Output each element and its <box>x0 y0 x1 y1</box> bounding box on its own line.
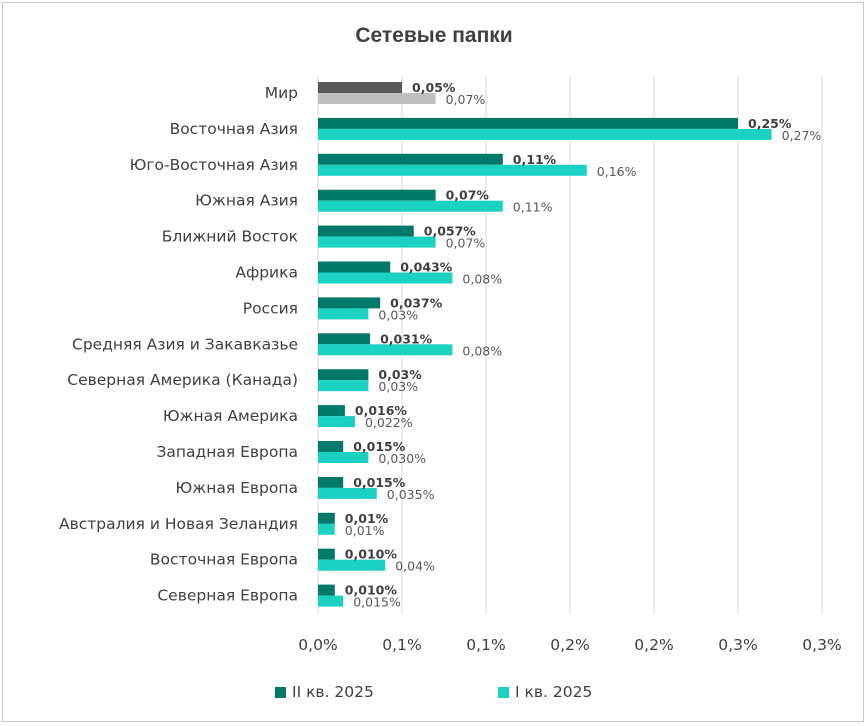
bar-q2 <box>318 476 344 488</box>
x-tick-label: 0,2% <box>634 636 673 654</box>
x-tick-label: 0,1% <box>382 636 421 654</box>
bar-q2 <box>318 117 738 129</box>
data-label-q2: 0,043% <box>400 260 453 275</box>
bar-q2 <box>318 405 345 417</box>
category-label: Восточная Азия <box>170 120 298 138</box>
bar-q2 <box>318 584 335 596</box>
data-label-q1: 0,11% <box>513 200 553 215</box>
category-label: Северная Америка (Канада) <box>67 371 298 389</box>
bar-q2 <box>318 441 344 452</box>
bar-q2 <box>318 548 335 560</box>
x-tick-label: 0,3% <box>802 636 841 654</box>
bar-q1 <box>318 93 436 104</box>
data-label-q1: 0,035% <box>387 487 435 502</box>
data-label-q1: 0,07% <box>446 92 486 107</box>
bar-q2 <box>318 297 381 309</box>
data-label-q2: 0,015% <box>353 439 406 454</box>
data-label-q1: 0,03% <box>378 307 418 322</box>
bar-q2 <box>318 153 503 165</box>
data-label-q2: 0,25% <box>748 116 792 131</box>
bar-q2 <box>318 512 335 524</box>
category-label: Австралия и Новая Зеландия <box>59 515 298 533</box>
data-label-q1: 0,08% <box>462 343 502 358</box>
category-label: Южная Азия <box>195 192 298 210</box>
bar-q2 <box>318 189 436 201</box>
category-label: Южная Америка <box>163 407 298 425</box>
data-label-q2: 0,01% <box>345 511 389 526</box>
data-label-q1: 0,022% <box>365 415 413 430</box>
bar-q1 <box>318 344 453 356</box>
legend-label-q2: II кв. 2025 <box>292 683 374 701</box>
legend-item-q1: I кв. 2025 <box>498 683 592 701</box>
bar-q1 <box>318 272 453 284</box>
legend-swatch-q2 <box>275 686 286 698</box>
x-tick-label: 0,2% <box>550 636 589 654</box>
legend-swatch-q1 <box>498 686 509 698</box>
bar-q2 <box>318 333 371 345</box>
data-label-q1: 0,01% <box>345 523 385 538</box>
bar-q1 <box>318 308 369 320</box>
category-label: Африка <box>235 264 298 282</box>
data-label-q1: 0,16% <box>597 164 637 179</box>
bar-q2 <box>318 369 369 381</box>
bar-q1 <box>318 236 436 248</box>
data-label-q2: 0,05% <box>412 80 456 95</box>
category-label: Северная Европа <box>157 587 298 605</box>
category-label: Мир <box>265 84 298 102</box>
bar-q1 <box>318 416 355 428</box>
data-label-q1: 0,08% <box>462 272 502 287</box>
data-label-q2: 0,031% <box>380 331 433 346</box>
bar-q1 <box>318 128 772 140</box>
data-label-q2: 0,037% <box>390 295 443 310</box>
category-label: Восточная Европа <box>150 551 298 569</box>
category-label: Ближний Восток <box>162 228 298 246</box>
data-label-q2: 0,03% <box>378 367 422 382</box>
data-label-q1: 0,015% <box>353 595 401 610</box>
data-label-q1: 0,04% <box>395 559 435 574</box>
data-label-q2: 0,057% <box>424 224 477 239</box>
data-label-q2: 0,010% <box>345 547 398 562</box>
legend-label-q1: I кв. 2025 <box>515 683 593 701</box>
bar-q2 <box>318 82 402 93</box>
category-label: Юго-Восточная Азия <box>130 156 298 174</box>
data-label-q2: 0,07% <box>446 188 490 203</box>
data-label-q2: 0,11% <box>513 152 557 167</box>
legend-item-q2: II кв. 2025 <box>275 683 374 701</box>
data-label-q2: 0,010% <box>345 583 398 598</box>
chart-title: Сетевые папки <box>355 24 513 47</box>
bar-q1 <box>318 380 369 392</box>
bar-q1 <box>318 200 503 212</box>
x-tick-label: 0,1% <box>466 636 505 654</box>
bar-q1 <box>318 595 344 607</box>
category-label: Средняя Азия и Закавказье <box>72 335 298 353</box>
data-label-q1: 0,07% <box>446 236 486 251</box>
bar-q1 <box>318 164 587 176</box>
bar-q1 <box>318 487 377 499</box>
data-label-q1: 0,03% <box>378 379 418 394</box>
bar-q1 <box>318 523 335 535</box>
category-label: Россия <box>243 299 298 317</box>
data-label-q1: 0,030% <box>378 451 426 466</box>
bar-q2 <box>318 225 414 237</box>
data-label-q2: 0,016% <box>355 403 408 418</box>
x-tick-label: 0,3% <box>718 636 757 654</box>
data-label-q1: 0,27% <box>782 128 822 143</box>
legend: II кв. 2025 I кв. 2025 <box>0 683 868 707</box>
x-tick-label: 0,0% <box>298 636 337 654</box>
category-label: Западная Европа <box>156 443 298 461</box>
bar-q1 <box>318 559 386 571</box>
bar-q1 <box>318 452 369 463</box>
category-label: Южная Европа <box>176 479 298 497</box>
bar-q2 <box>318 261 391 273</box>
data-label-q2: 0,015% <box>353 475 406 490</box>
